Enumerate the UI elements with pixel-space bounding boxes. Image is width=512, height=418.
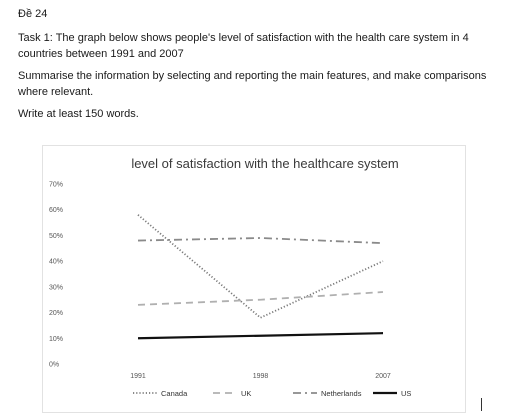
series-line-us [137,332,384,340]
exam-heading: Đề 24 [18,8,48,20]
legend-label-uk: UK [241,389,251,398]
x-tick-label: 2007 [375,373,391,380]
task-instruction: Summarise the information by selecting a… [18,70,487,98]
plot-area [137,214,384,340]
chart-svg: level of satisfaction with the healthcar… [49,156,411,398]
y-tick-label: 50% [49,233,63,240]
legend-label-canada: Canada [161,389,188,398]
line-chart: level of satisfaction with the healthcar… [42,145,466,413]
legend: Canada UK Netherlands US [133,389,411,398]
y-tick-label: 30% [49,284,63,291]
y-tick-label: 40% [49,259,63,266]
legend-label-netherlands: Netherlands [321,389,362,398]
y-tick-label: 10% [49,336,63,343]
y-axis: 0% 10% 20% 30% 40% 50% 60% 70% [49,182,63,369]
x-tick-label: 1998 [253,373,269,380]
task-document: Đề 24 Task 1: The graph below shows peop… [18,8,498,126]
x-tick-label: 1991 [130,373,146,380]
x-axis: 1991 1998 2007 [130,373,391,380]
task-description: Task 1: The graph below shows people's l… [18,32,469,60]
series-line-netherlands [137,237,384,245]
text-cursor [481,398,482,411]
legend-label-us: US [401,389,411,398]
chart-title: level of satisfaction with the healthcar… [131,156,398,171]
y-tick-label: 0% [49,362,59,369]
series-line-uk [137,291,384,306]
y-tick-label: 60% [49,207,63,214]
series-line-canada [137,214,384,319]
y-tick-label: 20% [49,310,63,317]
y-tick-label: 70% [49,182,63,189]
word-requirement: Write at least 150 words. [18,108,139,120]
